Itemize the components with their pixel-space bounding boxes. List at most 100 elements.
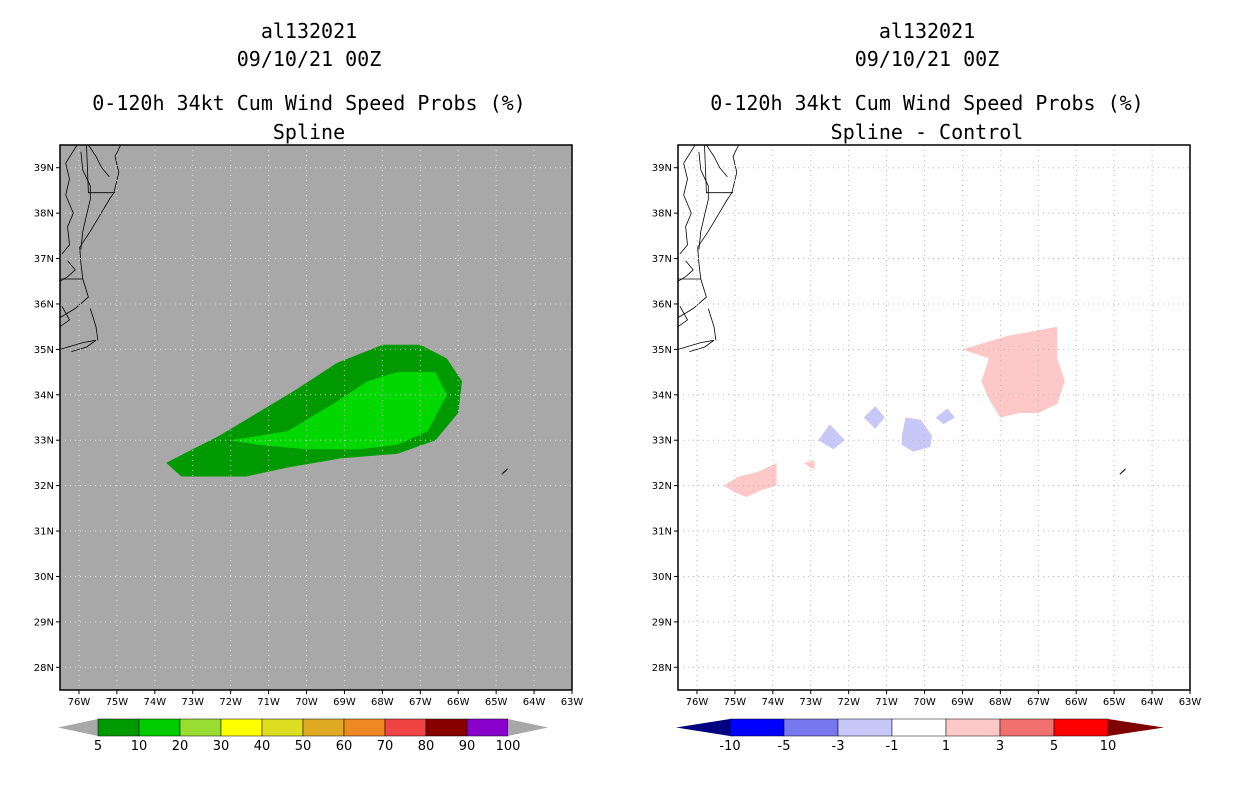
x-tick-label: 75W <box>724 697 747 708</box>
colorbar-end-arrow <box>676 719 730 736</box>
y-tick-label: 36N <box>652 299 672 310</box>
probability-contour <box>818 424 845 450</box>
y-tick-label: 34N <box>652 390 672 401</box>
colorbar-label: 10 <box>131 739 148 754</box>
colorbar-label: 70 <box>377 739 394 754</box>
colorbar-label: -5 <box>778 739 791 754</box>
storm-id-label: al132021 <box>260 19 358 43</box>
x-tick-label: 71W <box>875 697 898 708</box>
colorbar-box <box>302 718 345 737</box>
colorbar-label: 10 <box>1100 739 1117 754</box>
colorbar-box <box>384 718 427 737</box>
chart-subtitle: Spline <box>272 120 346 144</box>
coastline <box>706 145 728 178</box>
coastline <box>60 339 97 352</box>
coastline <box>88 145 110 178</box>
y-tick-label: 31N <box>652 527 672 538</box>
y-tick-label: 35N <box>652 345 672 356</box>
colorbar-label: -10 <box>719 739 740 754</box>
coastline <box>61 145 78 255</box>
colorbar-label: 40 <box>254 739 271 754</box>
plot-frame <box>59 144 573 691</box>
colorbar-label: 90 <box>459 739 476 754</box>
y-tick-label: 29N <box>34 617 54 628</box>
colorbar-box <box>729 718 785 737</box>
probability-contour <box>723 462 777 497</box>
x-tick-label: 68W <box>371 697 394 708</box>
x-tick-label: 69W <box>951 697 974 708</box>
coastline <box>678 306 689 328</box>
chart-subtitle: Spline - Control <box>830 120 1024 144</box>
y-tick-label: 37N <box>34 254 54 265</box>
x-tick-label: 63W <box>561 697 584 708</box>
coastline <box>89 308 99 341</box>
x-tick-label: 74W <box>762 697 785 708</box>
chart-title: 0-120h 34kt Cum Wind Speed Probs (%) <box>710 91 1144 115</box>
colorbar-end-arrow <box>1108 719 1164 736</box>
state-border <box>704 145 733 194</box>
storm-id-label: al132021 <box>878 19 976 43</box>
colorbar-box <box>783 718 839 737</box>
y-tick-label: 34N <box>34 390 54 401</box>
x-tick-label: 67W <box>1027 697 1050 708</box>
colorbar-box <box>97 718 140 737</box>
state-border <box>86 145 115 194</box>
x-tick-label: 64W <box>1141 697 1164 708</box>
colorbar-label: 80 <box>418 739 435 754</box>
y-tick-label: 28N <box>652 663 672 674</box>
colorbar-label: 100 <box>496 739 521 754</box>
x-tick-label: 76W <box>686 697 709 708</box>
wind-probability-difference-map: 76W 75W 74W 73W 72W 71W 70W 69W 68W 67W 66W 65W 64W 6… <box>652 144 1201 754</box>
probability-contour <box>901 417 933 452</box>
colorbar-box <box>1053 718 1109 737</box>
wind-probability-map: 76W 75W 74W 73W 72W 71W 70W 69W 68W 67W 66W 65W 64W 6… <box>34 144 584 754</box>
y-tick-label: 29N <box>652 617 672 628</box>
colorbar-box <box>425 718 468 737</box>
bermuda-coastline <box>501 468 508 475</box>
colorbar-box <box>220 718 263 737</box>
y-tick-label: 33N <box>652 436 672 447</box>
coastline <box>60 306 71 328</box>
colorbar-box <box>343 718 386 737</box>
probability-contour <box>863 406 885 429</box>
probability-contour <box>935 408 955 425</box>
x-tick-label: 76W <box>68 697 91 708</box>
datetime-label: 09/10/21 00Z <box>236 47 382 71</box>
colorbar-label: 5 <box>94 739 102 754</box>
colorbar-box <box>945 718 1001 737</box>
plot-frame <box>677 144 1191 691</box>
colorbar-label: -1 <box>886 739 899 754</box>
y-tick-label: 35N <box>34 345 54 356</box>
x-tick-label: 71W <box>257 697 280 708</box>
coastline <box>707 308 717 341</box>
x-tick-label: 68W <box>989 697 1012 708</box>
coastline <box>679 145 696 255</box>
colorbar-box <box>261 718 304 737</box>
colorbar-label: 20 <box>172 739 189 754</box>
y-tick-label: 37N <box>652 254 672 265</box>
x-tick-label: 65W <box>1103 697 1126 708</box>
coastline <box>678 145 740 318</box>
x-tick-label: 69W <box>333 697 356 708</box>
colorbar-box <box>891 718 947 737</box>
y-tick-label: 30N <box>34 572 54 583</box>
chart-title: 0-120h 34kt Cum Wind Speed Probs (%) <box>92 91 526 115</box>
coastline <box>678 339 715 352</box>
probability-contour <box>230 372 447 450</box>
y-tick-label: 38N <box>652 209 672 220</box>
y-tick-label: 39N <box>652 163 672 174</box>
y-tick-label: 38N <box>34 209 54 220</box>
y-tick-label: 39N <box>34 163 54 174</box>
colorbar-box <box>138 718 181 737</box>
colorbar-label: 5 <box>1050 739 1058 754</box>
colorbar-box <box>466 718 509 737</box>
colorbar-label: 30 <box>213 739 230 754</box>
coastline <box>60 145 122 318</box>
x-tick-label: 75W <box>106 697 129 708</box>
x-tick-label: 73W <box>181 697 204 708</box>
y-tick-label: 32N <box>34 481 54 492</box>
x-tick-label: 66W <box>447 697 470 708</box>
colorbar-label: 60 <box>336 739 353 754</box>
x-tick-label: 67W <box>409 697 432 708</box>
y-tick-label: 31N <box>34 527 54 538</box>
